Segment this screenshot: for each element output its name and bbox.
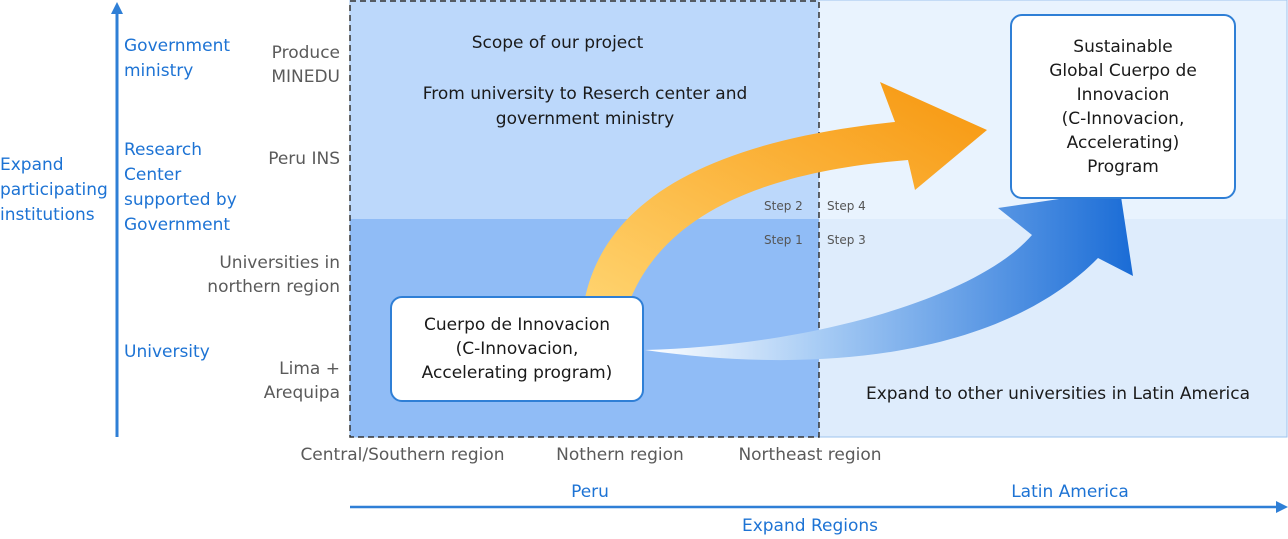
global-line-1: Sustainable xyxy=(1073,36,1173,57)
row-label-research: Peru INS xyxy=(268,149,340,169)
step-4-label: Step 4 xyxy=(827,199,866,213)
step-2-label: Step 2 xyxy=(764,199,803,213)
global-line-2: Global Cuerpo de xyxy=(1049,60,1197,81)
row-label-gov: Produce MINEDU xyxy=(271,43,340,87)
group-peru: Peru xyxy=(571,482,609,502)
y-axis-arrowhead xyxy=(111,2,123,14)
cuerpo-line-2: (C-Innovacion, xyxy=(455,339,579,359)
cuerpo-innovacion-box: Cuerpo de Innovacion (C-Innovacion, Acce… xyxy=(390,296,644,402)
global-program-box: Sustainable Global Cuerpo de Innovacion … xyxy=(1010,14,1236,199)
region-central-southern: Central/Southern region xyxy=(300,445,505,465)
global-line-3: Innovacion xyxy=(1076,84,1170,105)
global-line-5: Accelerating) xyxy=(1066,132,1180,153)
x-axis-title: Expand Regions xyxy=(741,516,879,536)
latam-note: Expand to other universities in Latin Am… xyxy=(865,384,1251,404)
scope-dashed-border xyxy=(349,0,820,438)
scope-subtitle: From university to Reserch center and go… xyxy=(422,84,748,129)
group-latin-america: Latin America xyxy=(1011,482,1129,502)
orange-growth-arrow xyxy=(585,82,987,300)
level-government-ministry: Government ministry xyxy=(124,36,231,81)
x-axis-arrowhead xyxy=(1276,501,1288,513)
y-axis-title: Expand participating institutions xyxy=(0,155,108,225)
region-northeast: Northeast region xyxy=(738,445,882,465)
global-line-4: (C-Innovacion, xyxy=(1061,108,1185,129)
level-research-center: Research Center supported by Government xyxy=(124,140,237,235)
cuerpo-line-1: Cuerpo de Innovacion xyxy=(423,315,611,335)
step-3-label: Step 3 xyxy=(827,233,866,247)
scope-title: Scope of our project xyxy=(471,33,644,53)
row-label-north: Universities in northern region xyxy=(207,253,340,297)
region-northern: Nothern region xyxy=(556,445,684,465)
row-label-lima: Lima + Arequipa xyxy=(263,359,340,403)
step-1-label: Step 1 xyxy=(764,233,803,247)
cuerpo-line-3: Accelerating program) xyxy=(421,363,613,383)
global-line-6: Program xyxy=(1087,156,1159,177)
blue-expansion-arrow xyxy=(645,190,1133,361)
level-university: University xyxy=(124,342,210,362)
